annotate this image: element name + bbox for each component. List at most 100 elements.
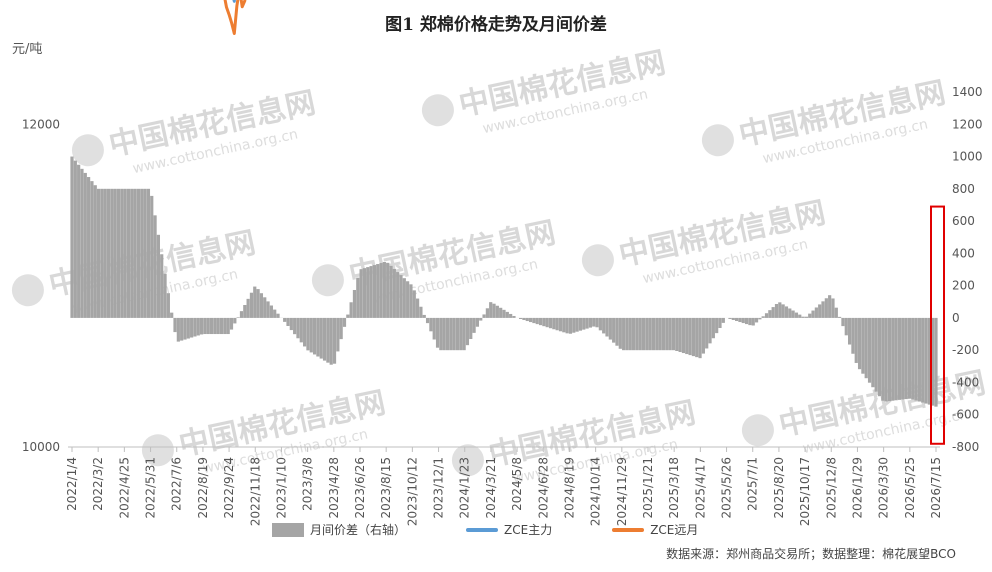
spread-bar — [193, 317, 197, 337]
chart-title: 图1 郑棉价格走势及月间价差 — [385, 15, 607, 35]
spread-bar — [784, 306, 789, 318]
spread-bar — [429, 317, 433, 332]
spread-bar — [190, 317, 194, 338]
spread-bar — [336, 317, 340, 352]
spread-bar — [379, 263, 383, 318]
spread-bar — [911, 317, 915, 400]
spread-bar — [545, 317, 549, 328]
spread-bar — [528, 317, 533, 323]
spread-bar — [339, 317, 343, 340]
spread-bar — [326, 317, 330, 363]
spread-bar — [316, 317, 320, 357]
legend-swatch-spread — [272, 522, 304, 537]
spread-bar — [768, 310, 772, 318]
spread-bar — [492, 303, 496, 318]
spread-bar — [615, 317, 619, 346]
spread-bar — [532, 317, 536, 324]
spread-bar — [150, 195, 154, 318]
spread-bar — [685, 317, 689, 355]
price-lines — [223, 0, 247, 35]
x-tick-label: 2023/8/15 — [379, 457, 393, 519]
spread-bar — [771, 307, 775, 318]
spread-bar — [475, 317, 480, 327]
spread-bar — [70, 156, 74, 318]
spread-bar — [239, 311, 244, 318]
spread-bar — [386, 262, 390, 318]
spread-bar — [658, 317, 662, 351]
spread-bar — [482, 314, 486, 318]
spread-bar — [416, 298, 420, 318]
spread-bar — [306, 317, 310, 351]
y-right-tick-label: 1200 — [952, 117, 983, 131]
spread-bar — [263, 297, 267, 318]
spread-bar — [562, 317, 566, 333]
y-right-tick-label: 1000 — [952, 150, 983, 164]
spread-bar — [681, 317, 686, 354]
spread-bar — [718, 317, 722, 328]
spread-bar — [861, 317, 865, 374]
spread-bar — [349, 302, 353, 318]
spread-bar — [449, 317, 453, 351]
spread-bar — [602, 317, 606, 334]
spread-bar — [209, 317, 214, 335]
spread-bar — [399, 275, 403, 318]
x-tick-label: 2025/1/21 — [641, 457, 655, 519]
spread-bar — [582, 317, 586, 330]
spread-bar — [608, 317, 612, 340]
spread-bar — [369, 266, 373, 318]
x-tick-label: 2022/4/25 — [117, 457, 131, 519]
spread-bar — [359, 269, 363, 318]
y-right-tick-label: 800 — [952, 182, 975, 196]
spread-bar — [552, 317, 556, 330]
spread-bar — [432, 317, 436, 340]
spread-bar — [435, 317, 440, 348]
spread-bar — [538, 317, 543, 326]
x-tick-label: 2024/8/19 — [563, 457, 577, 519]
watermark-logo-icon — [11, 274, 44, 307]
spread-bar — [535, 317, 539, 325]
spread-bar — [934, 317, 938, 407]
spread-bar — [489, 302, 493, 318]
spread-bar — [389, 265, 393, 318]
spread-bar — [332, 317, 337, 364]
spread-bar — [479, 317, 483, 321]
spread-bar — [721, 317, 725, 323]
legend-label-spread: 月间价差（右轴） — [310, 523, 407, 537]
spread-bar — [558, 317, 563, 332]
spread-bar — [236, 317, 240, 318]
spread-bar — [904, 317, 908, 400]
spread-bar — [246, 298, 250, 318]
spread-bar — [705, 317, 709, 349]
spread-bar — [106, 188, 111, 318]
watermark-logo-icon — [701, 124, 734, 157]
spread-bar — [156, 234, 160, 318]
spread-bar — [346, 314, 350, 318]
legend-label-far: ZCE远月 — [650, 523, 699, 537]
spread-bar — [841, 317, 845, 327]
x-tick-label: 2022/3/2 — [91, 457, 105, 511]
spread-bar — [509, 313, 513, 318]
x-tick-label: 2023/10/12 — [405, 457, 419, 526]
spread-bar — [120, 188, 124, 318]
x-tick-label: 2024/1/23 — [458, 457, 472, 519]
spread-bar — [439, 317, 443, 351]
spread-bar — [871, 317, 875, 388]
spread-bar — [163, 273, 167, 318]
spread-bar — [322, 317, 327, 361]
spread-bar — [645, 317, 649, 351]
x-tick-label: 2023/6/26 — [353, 457, 367, 519]
x-tick-label: 2025/7/1 — [746, 457, 760, 511]
spread-bar — [844, 317, 848, 336]
spread-bar — [788, 308, 792, 318]
data-source: 数据来源：郑州商品交易所；数据整理：棉花展望BCO — [666, 547, 956, 561]
spread-bar — [914, 317, 918, 401]
spread-bar — [299, 317, 303, 343]
spread-bar — [253, 286, 257, 318]
x-tick-label: 2022/11/18 — [248, 457, 262, 526]
spread-bar — [897, 317, 902, 400]
spread-bar — [140, 188, 144, 318]
spread-bar — [309, 317, 313, 353]
spread-bar — [223, 317, 227, 335]
